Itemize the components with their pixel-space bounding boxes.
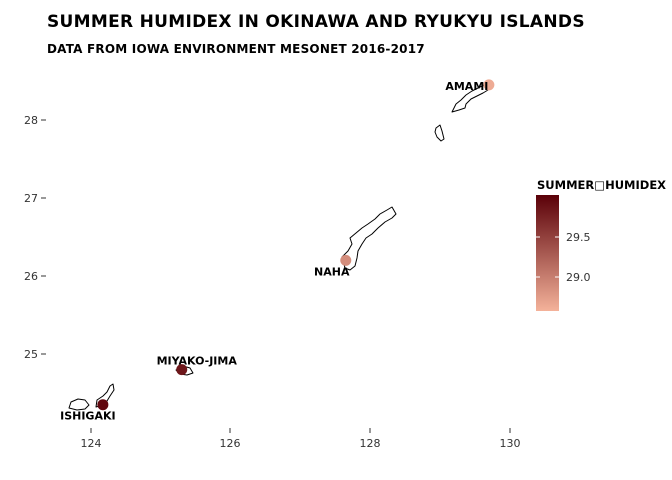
legend-colorbar xyxy=(536,195,559,311)
island-tokunoshima xyxy=(434,124,445,142)
station-point xyxy=(340,254,352,266)
map-subtitle: DATA FROM IOWA ENVIRONMENT MESONET 2016-… xyxy=(47,42,425,56)
y-tick-label: 27 xyxy=(24,192,38,205)
legend: 29.5 29.0 xyxy=(536,195,591,311)
legend-label: 29.0 xyxy=(566,271,591,284)
y-axis: 28 27 26 25 xyxy=(24,114,46,361)
station-label: MIYAKO-JIMA xyxy=(157,355,238,368)
y-tick-label: 26 xyxy=(24,270,38,283)
x-tick-label: 124 xyxy=(81,437,102,450)
station-label: NAHA xyxy=(314,265,350,278)
x-tick-label: 126 xyxy=(220,437,241,450)
island-iriomote xyxy=(68,398,90,411)
station-point xyxy=(483,79,495,91)
station-label: ISHIGAKI xyxy=(60,410,115,423)
station-point xyxy=(176,364,188,376)
x-tick-label: 128 xyxy=(360,437,381,450)
station-label: AMAMI xyxy=(445,80,488,93)
y-tick-label: 25 xyxy=(24,348,38,361)
legend-label: 29.5 xyxy=(566,231,591,244)
island-outlines xyxy=(68,81,493,411)
x-axis: 124 126 128 130 xyxy=(81,428,521,450)
stations-layer: AMAMI NAHA MIYAKO-JIMA ISHIGAKI xyxy=(60,79,495,423)
legend-title: SUMMER□HUMIDEX xyxy=(537,178,667,192)
y-tick-label: 28 xyxy=(24,114,38,127)
map-title: SUMMER HUMIDEX IN OKINAWA AND RYUKYU ISL… xyxy=(47,12,585,32)
island-okinawa xyxy=(341,206,397,271)
station-point xyxy=(97,399,109,411)
x-tick-label: 130 xyxy=(500,437,521,450)
